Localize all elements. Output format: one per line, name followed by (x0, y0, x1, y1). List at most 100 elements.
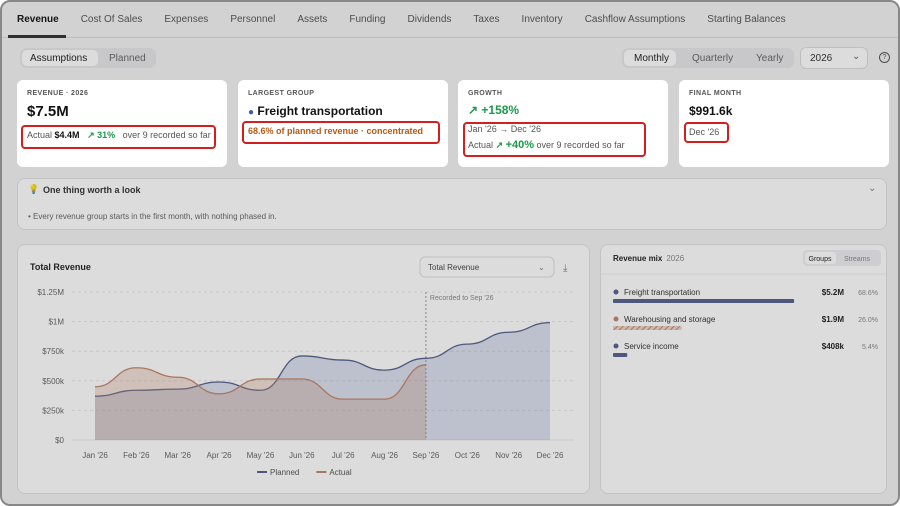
tabs-divider (2, 37, 898, 38)
insight-text: Every revenue group starts in the first … (33, 212, 277, 221)
change: ↗ +40% (495, 139, 535, 151)
x-tick-label: Oct '26 (455, 451, 481, 460)
annotation: Recorded to Sep '26 (430, 295, 494, 302)
x-tick-label: Jul '26 (332, 451, 355, 460)
highlight-box (21, 125, 216, 149)
card-label: REVENUE · 2026 (27, 90, 89, 97)
chevron: ⌄ (852, 51, 861, 62)
x-tick-label: Sep '26 (412, 451, 439, 460)
highlight-box (242, 121, 440, 144)
mix-bar (613, 353, 628, 357)
help-icon[interactable]: ? (879, 52, 890, 63)
chart-title: Total Revenue (30, 262, 91, 272)
mix-value: $5.2M (822, 288, 845, 297)
series-select[interactable] (419, 256, 555, 278)
card-value: $991.6k (689, 104, 733, 118)
x-tick-label: Apr '26 (207, 451, 233, 460)
x-tick-label: Dec '26 (537, 451, 564, 460)
active-tab-indicator (8, 35, 66, 38)
card-actual: Actual $4.4M ↗ 31% over 9 recorded so fa… (27, 130, 217, 141)
x-tick-label: Jan '26 (82, 451, 108, 460)
card-label: GROWTH (468, 90, 503, 97)
change-value: +40% (505, 139, 535, 151)
card-actual: Actual ↗ +40% over 9 recorded so far (468, 139, 658, 151)
chart-panel (17, 244, 590, 494)
mix-name: Service income (624, 342, 679, 351)
mix-toggle-option[interactable]: Groups (809, 256, 832, 263)
bulb-icon: 💡 (28, 184, 40, 194)
card-value: $7.5M (27, 103, 69, 120)
card-note: 68.6% of planned revenue · concentrated (248, 126, 424, 136)
tab[interactable]: Cost Of Sales (80, 14, 143, 25)
tab[interactable]: Taxes (473, 14, 500, 25)
mix-share: 26.0% (858, 317, 878, 324)
group-name: Freight transportation (257, 104, 383, 118)
mix-dot (613, 343, 619, 349)
series-select-value: Total Revenue (428, 263, 480, 272)
insight-title: One thing worth a look (43, 185, 141, 195)
tab[interactable]: Revenue (17, 14, 59, 25)
period-active (624, 50, 676, 66)
legend-label: Actual (329, 468, 351, 477)
insight-text: • Every revenue group starts in the firs… (28, 212, 277, 221)
card-label: LARGEST GROUP (248, 90, 315, 97)
card: REVENUE · 2026 $7.5M Actual $4.4M ↗ 31% … (17, 80, 227, 167)
legend-label: Planned (270, 468, 299, 477)
mix-dot (613, 289, 619, 295)
y-tick-label: $0 (55, 436, 64, 445)
card: LARGEST GROUP ● Freight transportation 6… (238, 80, 448, 167)
tab[interactable]: Expenses (164, 14, 209, 25)
x-tick-label: May '26 (247, 451, 275, 460)
x-tick-label: Aug '26 (371, 451, 398, 460)
change-value: 31% (97, 130, 116, 140)
x-tick-label: Feb '26 (123, 451, 150, 460)
mix-bar (613, 299, 795, 303)
card-note: over 9 recorded so far (122, 130, 211, 140)
mix-toggle-active (805, 252, 836, 264)
tab[interactable]: Starting Balances (707, 14, 786, 25)
highlight-box (463, 122, 646, 157)
card-note: over 9 recorded so far (536, 140, 625, 150)
x-tick-label: Mar '26 (165, 451, 192, 460)
mode-active (22, 50, 98, 66)
mix-dot (613, 316, 619, 322)
chevron: ⌄ (868, 183, 877, 194)
tab[interactable]: Dividends (407, 14, 452, 25)
card-value: ● Freight transportation (248, 104, 383, 118)
mix-share: 68.6% (858, 290, 878, 297)
tab[interactable]: Funding (349, 14, 386, 25)
highlight-box (684, 122, 729, 143)
card-note: Dec '26 (689, 127, 720, 137)
change: ↗ 31% (87, 130, 116, 140)
mode-option[interactable]: Planned (109, 53, 146, 64)
tab[interactable]: Assets (297, 14, 328, 25)
period-option[interactable]: Yearly (756, 53, 784, 64)
series-line (94, 321, 551, 397)
year-select[interactable] (800, 47, 868, 69)
mix-year: 2026 (666, 254, 684, 263)
insight-panel[interactable] (17, 178, 887, 230)
chevron: ⌄ (538, 263, 545, 272)
period-option[interactable]: Monthly (634, 53, 670, 64)
mix-name: Freight transportation (624, 288, 700, 297)
y-tick-label: $1M (48, 318, 64, 327)
card-range: Jan '26 → Dec '26 (468, 124, 541, 134)
year-value: 2026 (810, 53, 833, 64)
mix-title: Revenue mix (613, 254, 663, 263)
download-icon: ⤓ (563, 263, 568, 274)
card-label: FINAL MONTH (689, 90, 742, 97)
mix-bar (613, 326, 682, 330)
x-tick-label: Jun '26 (289, 451, 315, 460)
tab[interactable]: Cashflow Assumptions (584, 14, 686, 25)
mix-panel (600, 244, 887, 494)
actual-label: Actual (27, 130, 53, 140)
tab[interactable]: Inventory (521, 14, 563, 25)
mix-toggle-option[interactable]: Streams (844, 256, 871, 263)
period-option[interactable]: Quarterly (692, 53, 734, 64)
series-area (95, 364, 426, 440)
y-tick-label: $250k (42, 406, 65, 415)
mode-option[interactable]: Assumptions (30, 53, 88, 64)
mix-share: 5.4% (862, 344, 878, 351)
tab[interactable]: Personnel (230, 14, 276, 25)
mix-name: Warehousing and storage (624, 315, 716, 324)
